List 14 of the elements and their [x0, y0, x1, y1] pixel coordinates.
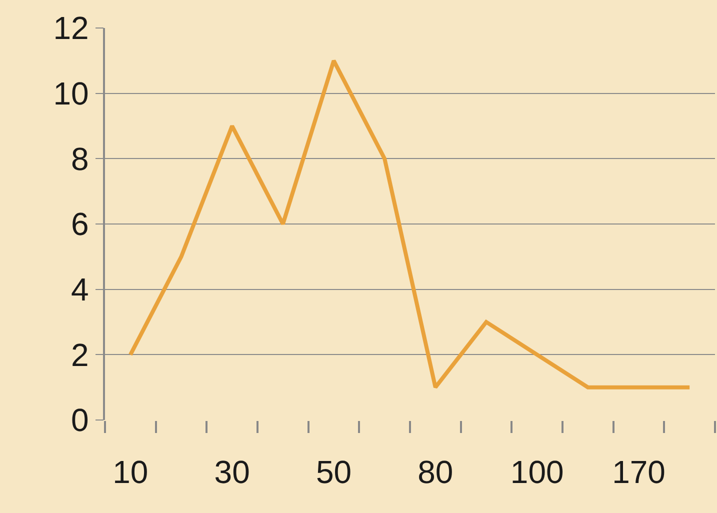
y-tick-label: 12: [53, 10, 89, 46]
y-tick-label: 10: [53, 76, 89, 112]
line-series: [128, 58, 692, 390]
y-tick-label: 2: [71, 336, 89, 373]
x-tick-label: 170: [612, 454, 666, 490]
x-tick-label: 30: [214, 454, 250, 490]
x-tick-label: 100: [510, 454, 564, 490]
x-tick-label: 50: [316, 454, 352, 490]
y-tick-label: 6: [71, 206, 89, 242]
x-tick-label: 80: [418, 454, 454, 490]
x-tick-label: 10: [112, 454, 148, 490]
y-tick-label: 4: [71, 272, 89, 308]
y-tick-label: 0: [71, 402, 89, 438]
y-tick-label: 8: [71, 140, 89, 177]
